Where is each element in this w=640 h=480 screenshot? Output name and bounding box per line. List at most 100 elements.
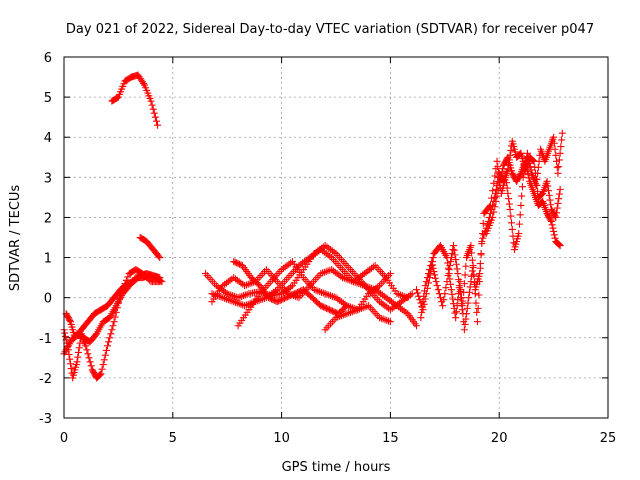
data-point [521, 157, 529, 165]
data-point [431, 274, 439, 282]
data-point [550, 231, 558, 239]
data-point [404, 294, 412, 302]
data-point [449, 295, 457, 303]
data-point [434, 286, 442, 294]
data-point [323, 304, 331, 312]
data-point [420, 287, 428, 295]
data-point [417, 314, 425, 322]
data-point [440, 296, 448, 304]
data-point [298, 286, 306, 294]
series-arc-2 [60, 266, 164, 382]
data-point [148, 101, 156, 109]
x-tick-label: 20 [491, 431, 508, 446]
data-point [327, 306, 335, 314]
data-point [476, 270, 484, 278]
data-point [548, 221, 556, 229]
data-point [98, 365, 106, 373]
series-arc-4 [62, 270, 164, 342]
data-point [547, 201, 555, 209]
data-point [490, 208, 498, 216]
data-point [496, 178, 504, 186]
data-point [534, 163, 542, 171]
data-point [61, 329, 69, 337]
data-point [294, 288, 302, 296]
data-point [529, 157, 537, 165]
data-point [281, 294, 289, 302]
data-point [554, 199, 562, 207]
data-point [430, 268, 438, 276]
data-point [147, 97, 155, 105]
data-point [468, 267, 476, 275]
data-point [544, 182, 552, 190]
data-point [473, 318, 481, 326]
data-point [96, 371, 104, 379]
data-point [491, 172, 499, 180]
data-point [341, 303, 349, 311]
data-point [502, 179, 510, 187]
data-point [413, 322, 421, 330]
data-point [557, 143, 565, 151]
y-tick-label: -1 [39, 332, 52, 347]
data-point [546, 196, 554, 204]
data-point [108, 326, 116, 334]
y-tick-label: 3 [44, 171, 52, 186]
data-point [66, 316, 74, 324]
data-point [276, 296, 284, 304]
data-point [74, 353, 82, 361]
data-point [493, 192, 501, 200]
data-point [499, 165, 507, 173]
data-point [447, 258, 455, 266]
data-point [518, 183, 526, 191]
data-point [265, 294, 273, 302]
data-point [320, 303, 328, 311]
data-point [545, 187, 553, 195]
data-point [494, 163, 502, 171]
data-point [493, 157, 501, 165]
data-point [488, 194, 496, 202]
data-point [428, 258, 436, 266]
y-tick-label: -2 [39, 372, 52, 387]
data-point [234, 260, 242, 268]
data-point [149, 105, 157, 113]
data-point [555, 241, 563, 249]
data-point [428, 261, 436, 269]
y-tick-label: 4 [44, 131, 52, 146]
data-point [525, 174, 533, 182]
data-point [525, 156, 533, 164]
data-point [285, 292, 293, 300]
x-tick-label: 25 [600, 431, 617, 446]
data-point [552, 151, 560, 159]
data-point [73, 358, 81, 366]
data-point [279, 295, 287, 303]
data-point [102, 346, 110, 354]
data-point [558, 136, 566, 144]
y-tick-label: 5 [44, 91, 52, 106]
data-point [283, 293, 291, 301]
data-point [465, 294, 473, 302]
data-point [553, 157, 561, 165]
data-point [65, 350, 73, 358]
data-point [454, 270, 462, 278]
data-point [104, 342, 112, 350]
data-point [67, 360, 75, 368]
data-point [497, 171, 505, 179]
data-point [423, 274, 431, 282]
data-point [491, 203, 499, 211]
data-point [151, 113, 159, 121]
data-point [413, 286, 421, 294]
data-point [462, 262, 470, 270]
data-point [101, 351, 109, 359]
data-point [462, 315, 470, 323]
data-point [295, 288, 303, 296]
series-arc-9 [234, 258, 394, 330]
data-point [459, 297, 467, 305]
data-point [318, 302, 326, 310]
data-point [526, 163, 534, 171]
data-series [60, 71, 566, 382]
data-point [278, 296, 286, 304]
data-point [486, 201, 494, 209]
data-point [503, 155, 511, 163]
data-point [152, 117, 160, 125]
data-point [386, 318, 394, 326]
data-point [105, 338, 113, 346]
